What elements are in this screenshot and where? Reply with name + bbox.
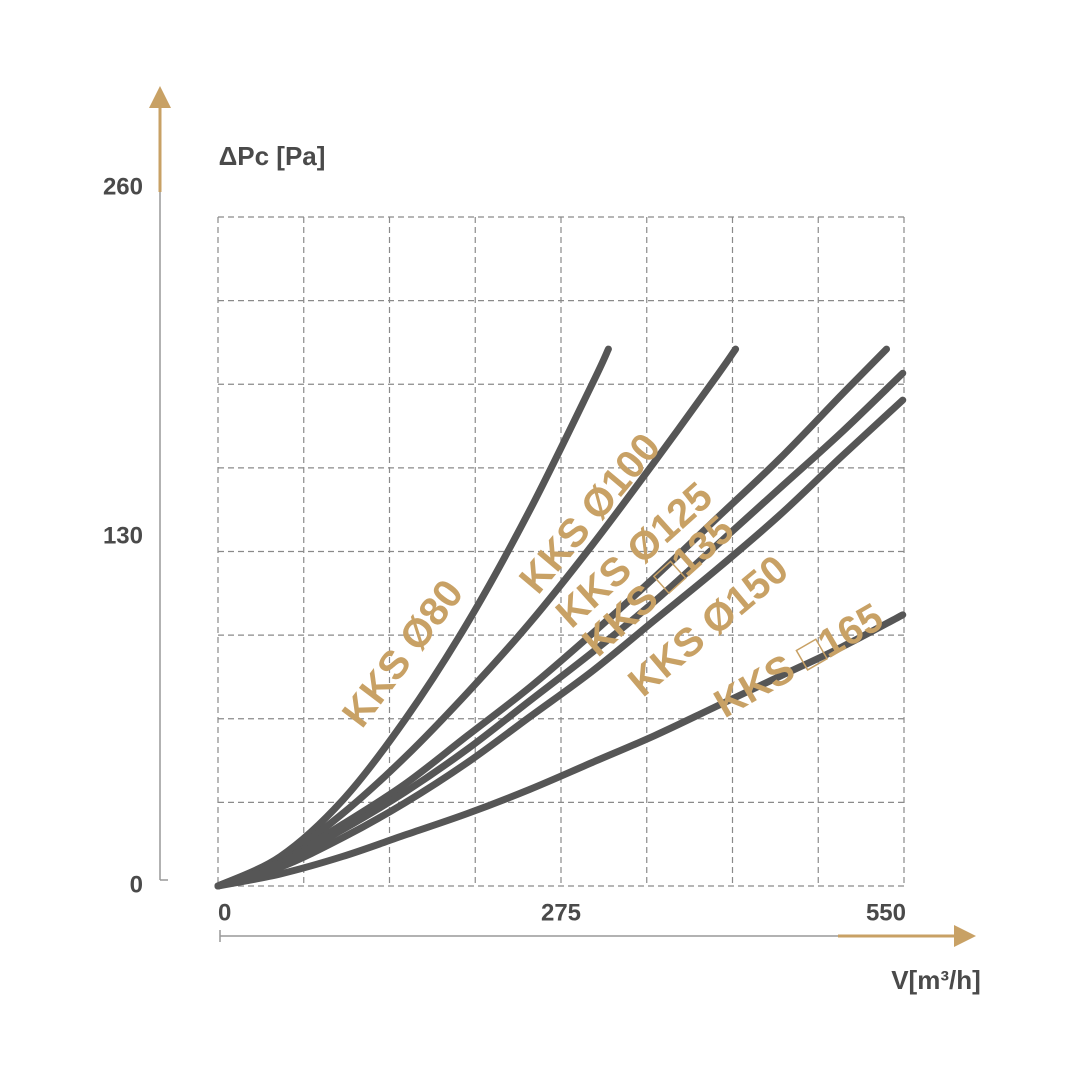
y-tick-label: 130: [103, 522, 143, 549]
axis-arrows: [149, 86, 976, 947]
curve: [214, 345, 740, 890]
y-arrow-head: [149, 86, 171, 108]
x-axis-title: V[m³/h]: [891, 965, 981, 995]
x-tick-label: 275: [541, 899, 581, 926]
y-axis-title: ΔPc [Pa]: [219, 141, 326, 171]
x-tick-label: 550: [866, 899, 906, 926]
curve: [214, 611, 907, 890]
curve: [214, 345, 612, 890]
x-arrow-head: [954, 925, 976, 947]
y-tick-label: 260: [103, 173, 143, 200]
y-tick-label: 0: [130, 871, 143, 898]
curve: [214, 396, 907, 890]
x-tick-label: 0: [218, 899, 231, 926]
grid: [217, 216, 905, 887]
curve: [214, 369, 907, 890]
curve: [214, 345, 891, 890]
